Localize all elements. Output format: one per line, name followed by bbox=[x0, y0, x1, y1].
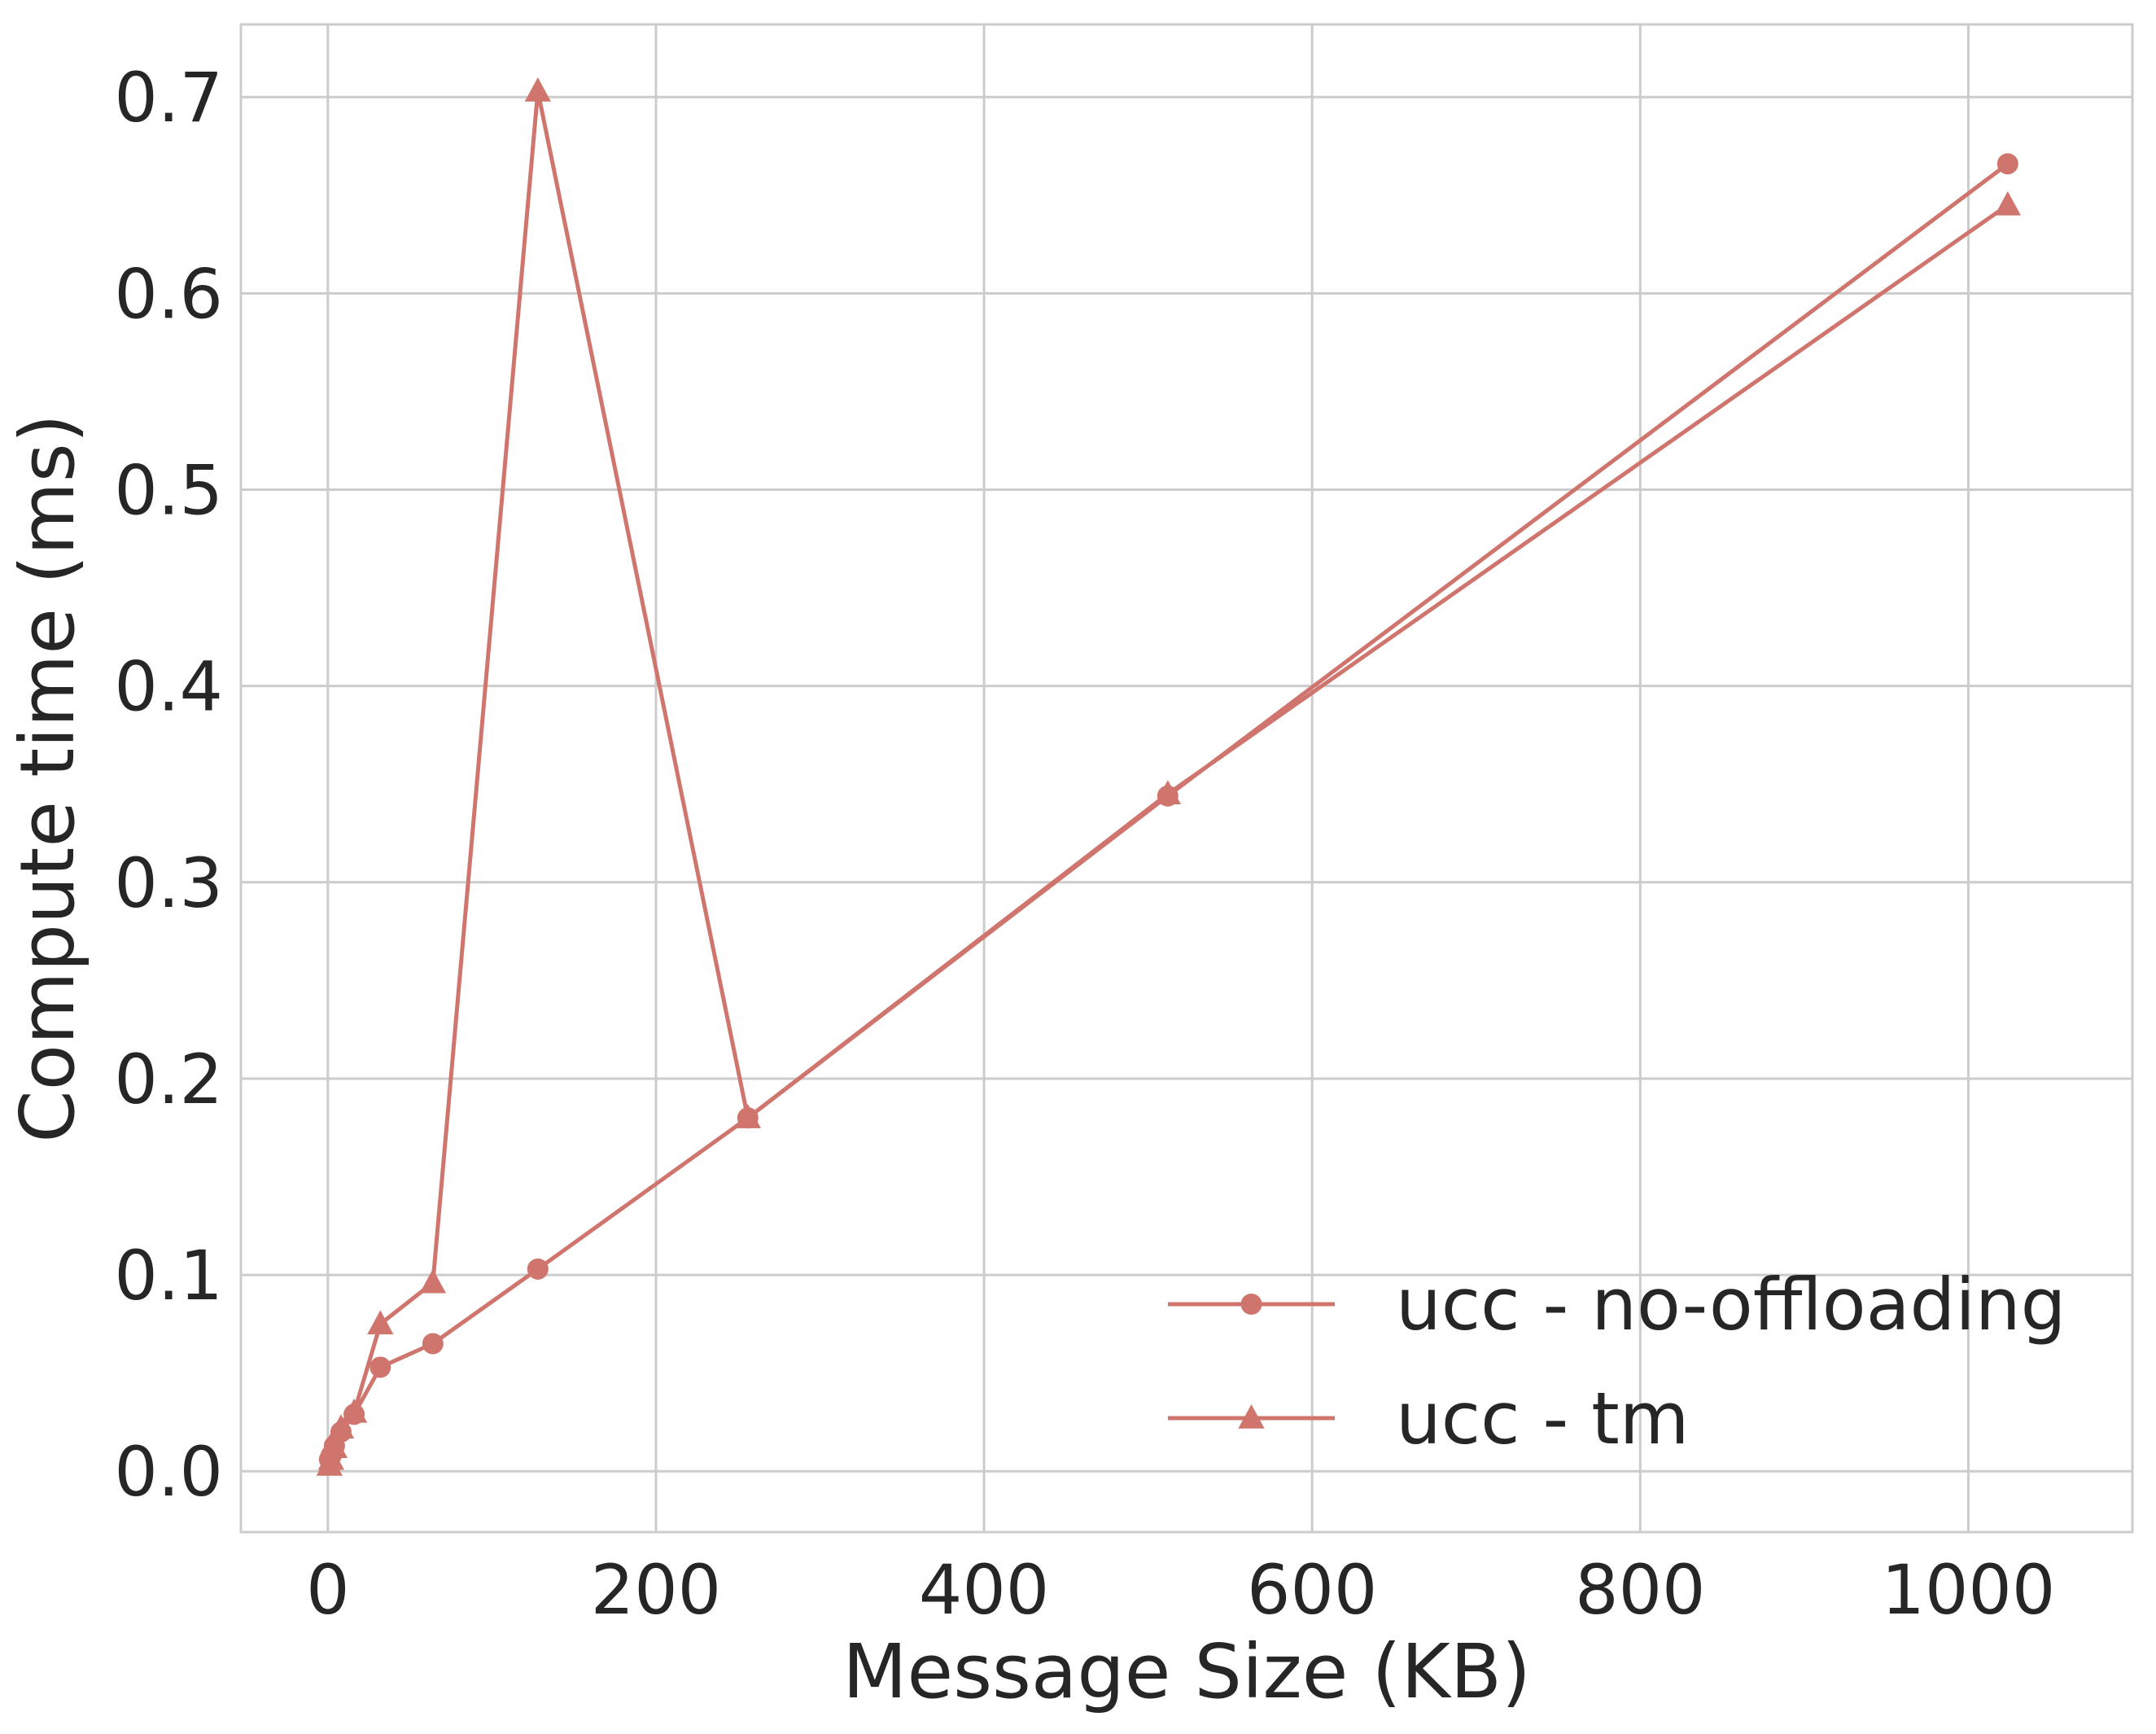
y-tick-label: 0.4 bbox=[114, 647, 223, 727]
legend-label-no-offloading: ucc - no-offloading bbox=[1396, 1263, 2066, 1346]
data-point-circle bbox=[527, 1258, 549, 1280]
x-tick-label: 200 bbox=[591, 1550, 721, 1630]
y-tick-label: 0.7 bbox=[114, 58, 223, 138]
legend-marker-triangle bbox=[1238, 1404, 1265, 1429]
y-tick-label: 0.1 bbox=[114, 1236, 223, 1316]
data-point-triangle bbox=[340, 1398, 368, 1423]
plot-area-frame bbox=[239, 23, 2134, 1534]
data-point-triangle bbox=[419, 1268, 446, 1294]
tick-labels: 0 200 400 600 800 1000 0.0 0.1 0.2 0.3 0.4 0.5 0.6 0.… bbox=[114, 58, 2055, 1630]
data-point-triangle bbox=[321, 1434, 348, 1459]
legend-marker-circle bbox=[1240, 1294, 1262, 1315]
x-axis-title: Message Size (KB) bbox=[842, 1628, 1531, 1715]
data-point-triangle bbox=[1154, 780, 1181, 805]
y-tick-label: 0.5 bbox=[114, 451, 223, 531]
data-point-triangle bbox=[367, 1310, 394, 1335]
gridlines bbox=[241, 24, 2132, 1532]
data-point-triangle bbox=[734, 1104, 761, 1128]
x-tick-label: 400 bbox=[919, 1550, 1049, 1630]
y-tick-label: 0.2 bbox=[114, 1040, 223, 1119]
series-tm bbox=[316, 77, 2021, 1476]
series-lines bbox=[316, 77, 2021, 1476]
y-tick-label: 0.6 bbox=[114, 254, 223, 334]
x-tick-label: 1000 bbox=[1882, 1550, 2056, 1630]
legend-label-tm: ucc - tm bbox=[1396, 1377, 1689, 1460]
x-tick-label: 800 bbox=[1575, 1550, 1705, 1630]
data-point-triangle bbox=[524, 77, 551, 102]
y-tick-label: 0.0 bbox=[114, 1432, 223, 1512]
x-tick-label: 600 bbox=[1247, 1550, 1377, 1630]
x-tick-label: 0 bbox=[306, 1550, 349, 1630]
legend: ucc - no-offloading ucc - tm bbox=[1168, 1263, 2066, 1460]
data-point-circle bbox=[370, 1356, 391, 1378]
data-point-circle bbox=[1996, 153, 2018, 175]
data-point-circle bbox=[422, 1333, 444, 1355]
y-tick-label: 0.3 bbox=[114, 843, 223, 923]
data-point-triangle bbox=[1994, 190, 2021, 216]
data-point-triangle bbox=[327, 1414, 355, 1438]
y-axis-title: Compute time (ms) bbox=[4, 414, 91, 1142]
